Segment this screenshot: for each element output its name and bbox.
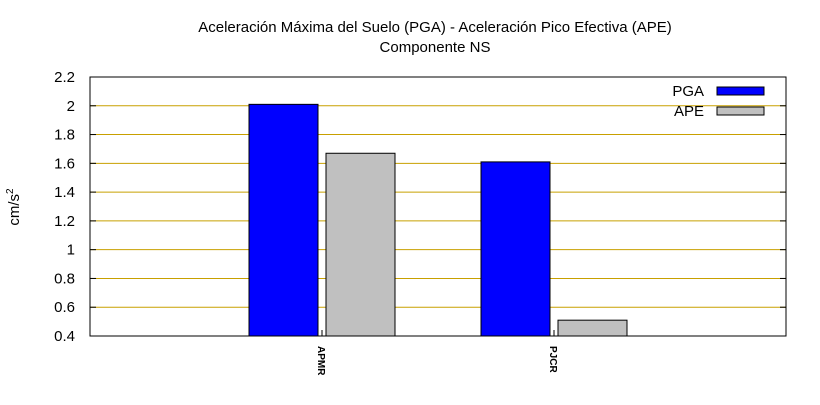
y-axis-label-unit: cm/s [6, 194, 23, 226]
legend-swatch [716, 106, 765, 116]
y-tick-label: 0.8 [54, 270, 75, 287]
y-tick-label: 1.2 [54, 213, 75, 230]
y-axis-label-superscript: 2 [5, 188, 16, 194]
legend-label: APE [674, 103, 704, 120]
y-tick-label: 0.4 [54, 328, 75, 345]
bar-ape-apmr [325, 152, 396, 337]
bar-ape-pjcr [557, 319, 628, 337]
legend-label: PGA [672, 83, 704, 100]
y-tick-label: 0.6 [54, 299, 75, 316]
chart-title-line2: Componente NS [380, 39, 491, 56]
bars [248, 103, 628, 337]
legend-swatch [716, 86, 765, 96]
plot-frame [89, 76, 787, 337]
y-tick-label: 1.8 [54, 127, 75, 144]
y-tick-label: 2 [67, 98, 75, 115]
y-tick-label: 1.6 [54, 155, 75, 172]
chart-title-line1: Aceleración Máxima del Suelo (PGA) - Ace… [198, 19, 672, 36]
x-tick-label: PJCR [547, 346, 558, 373]
x-tick-label: APMR [315, 346, 326, 376]
grid-lines [90, 76, 786, 337]
bar-pga-pjcr [480, 161, 551, 337]
x-tick-labels: APMR PJCR [315, 346, 558, 376]
bar-pga-apmr [248, 103, 319, 337]
legend: PGA APE [672, 83, 765, 120]
y-axis-label: cm/s2 [5, 188, 23, 226]
y-tick-label: 1.4 [54, 184, 75, 201]
y-tick-label: 2.2 [54, 69, 75, 86]
y-tick-labels: 0.4 0.6 0.8 1 1.2 1.4 1.6 1.8 2 2.2 [54, 69, 75, 345]
y-tick-label: 1 [67, 242, 75, 259]
